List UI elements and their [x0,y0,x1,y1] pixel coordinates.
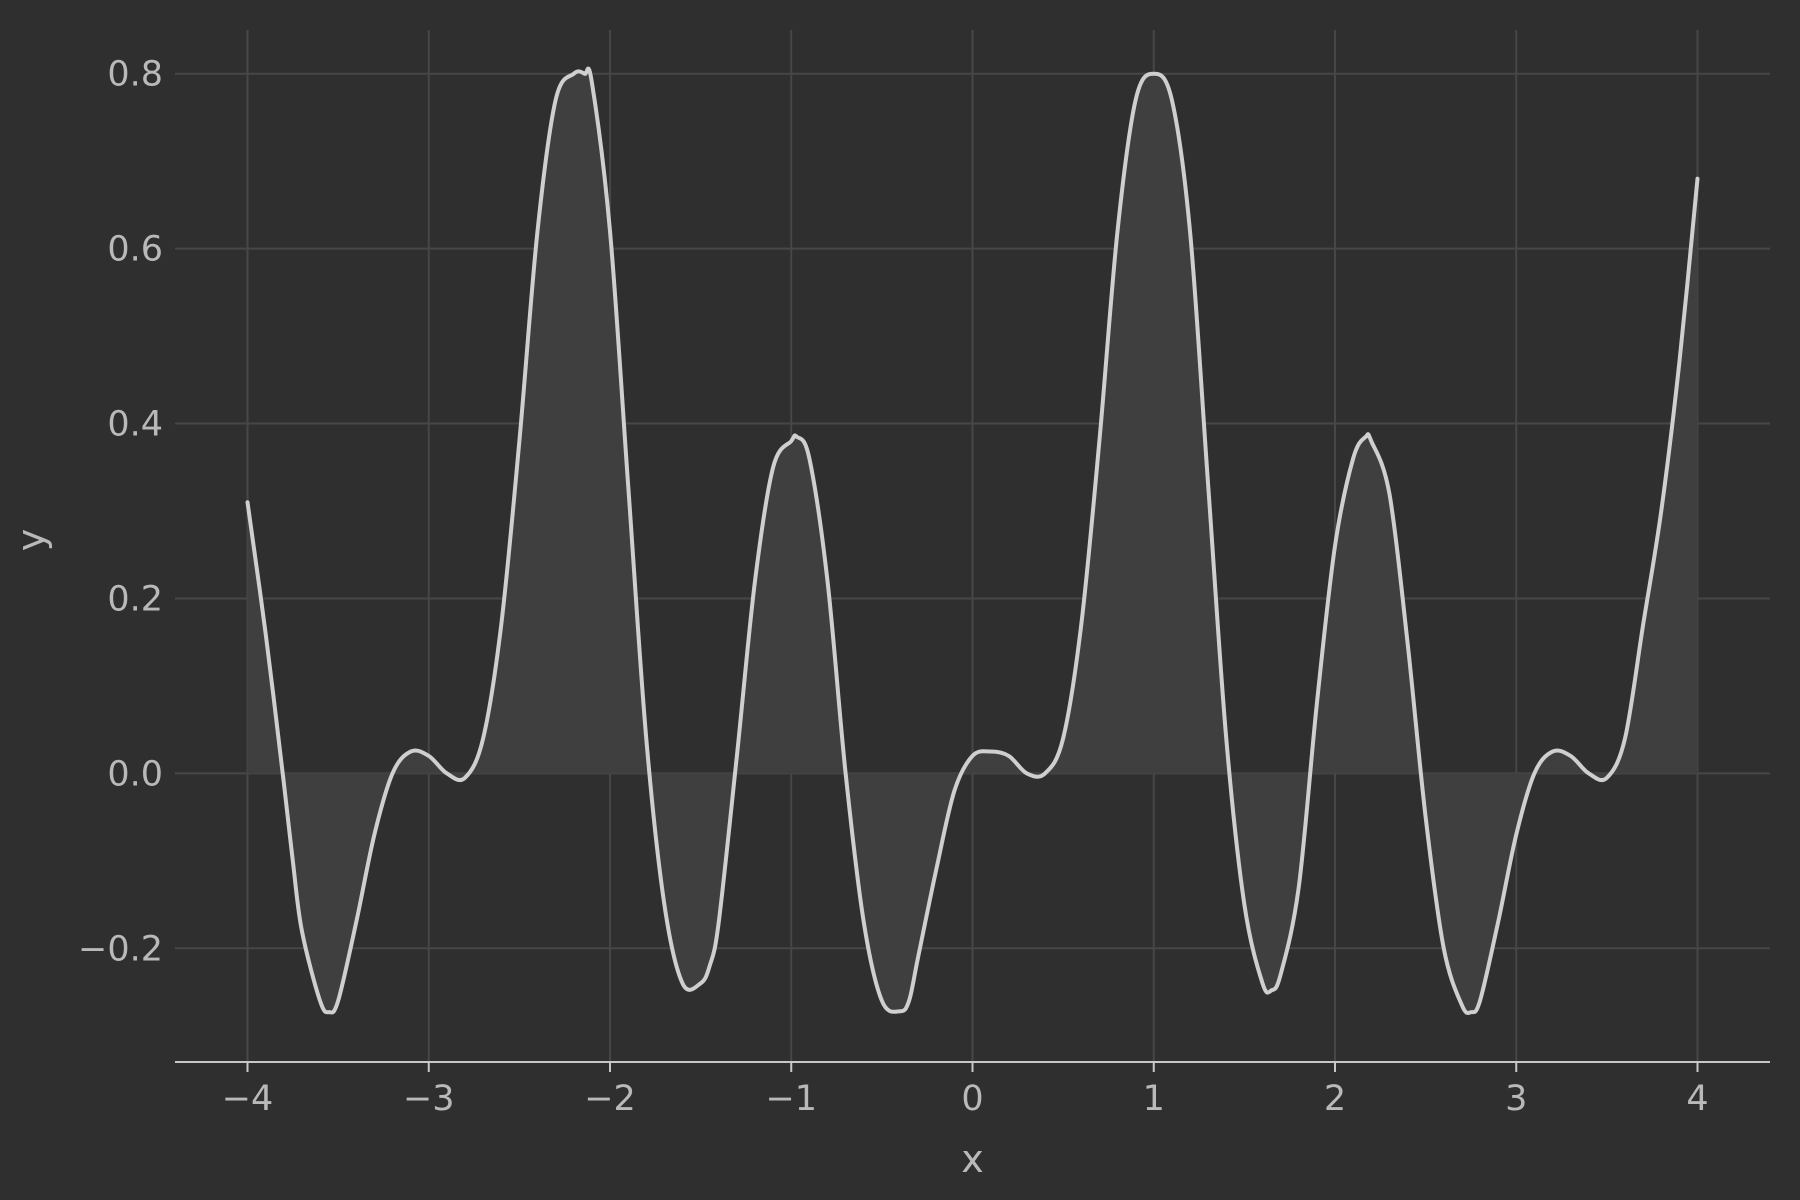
y-tick-label: −0.2 [78,929,163,969]
x-tick-label: 3 [1505,1079,1527,1119]
area-fill [247,68,1698,1014]
area-fill-layer [247,68,1698,1014]
x-tick-label: −4 [222,1079,274,1119]
x-tick-label: 2 [1324,1079,1346,1119]
y-axis-ticks: −0.2 0.0 0.2 0.4 0.6 0.8 [78,55,163,970]
x-tick-label: −1 [765,1079,817,1119]
y-tick-label: 0.8 [107,55,163,95]
x-tick-label: −2 [584,1079,636,1119]
x-tick-label: 0 [961,1079,983,1119]
y-tick-label: 0.0 [107,754,163,794]
x-tick-label: 1 [1143,1079,1165,1119]
x-tick-label: 4 [1686,1079,1708,1119]
x-axis-title: x [961,1137,984,1181]
series-line [245,66,1700,1016]
series-line-layer [245,66,1700,1016]
y-tick-label: 0.2 [107,579,163,619]
y-axis-title: y [9,529,53,552]
x-axis-ticks: −4 −3 −2 −1 0 1 2 3 4 [222,1062,1709,1119]
x-tick-label: −3 [403,1079,455,1119]
y-tick-label: 0.6 [107,230,163,270]
y-tick-label: 0.4 [107,405,163,445]
